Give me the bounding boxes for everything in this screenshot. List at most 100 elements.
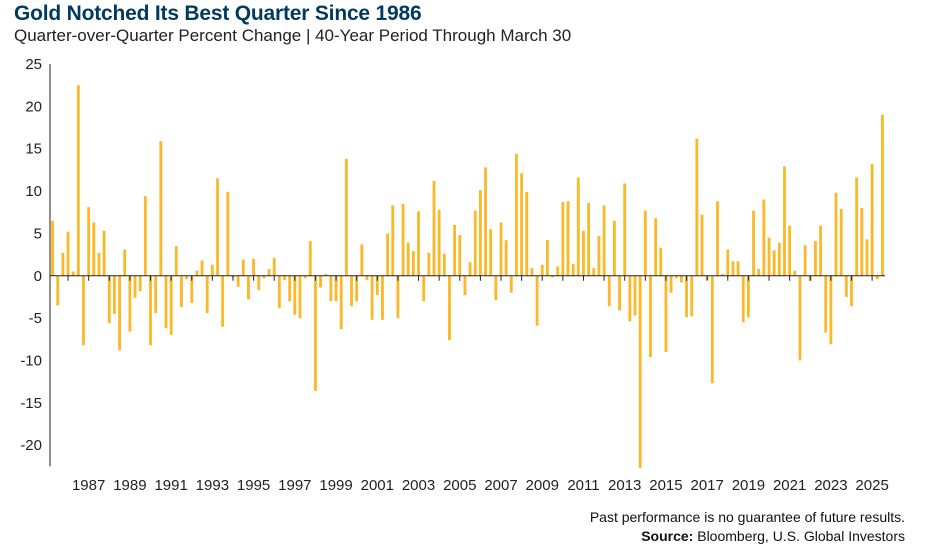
bar-2002-Q1 bbox=[396, 275, 400, 319]
bar-1987-Q1 bbox=[87, 207, 91, 276]
bar-1997-Q2 bbox=[298, 275, 302, 319]
bar-2019-Q4 bbox=[762, 199, 766, 276]
bar-2009-Q2 bbox=[545, 240, 549, 276]
bar-1994-Q3 bbox=[241, 259, 245, 276]
bar-2011-Q4 bbox=[597, 235, 601, 276]
x-tick-label: 2009 bbox=[526, 477, 559, 494]
bar-2014-Q4 bbox=[659, 247, 663, 276]
y-tick-label: 10 bbox=[25, 183, 42, 200]
x-tick-label: 2001 bbox=[361, 477, 394, 494]
bar-1998-Q4 bbox=[329, 275, 333, 302]
bar-2006-Q2 bbox=[484, 167, 487, 276]
bar-2007-Q1 bbox=[499, 222, 503, 276]
bar-2024-Q1 bbox=[850, 275, 853, 307]
x-tick-label: 1997 bbox=[278, 477, 311, 494]
source-note: Source: Bloomberg, U.S. Global Investors bbox=[641, 528, 905, 544]
bar-2018-Q2 bbox=[731, 261, 735, 276]
bar-2013-Q3 bbox=[633, 275, 637, 316]
bar-2013-Q2 bbox=[628, 275, 632, 322]
bar-2020-Q2 bbox=[772, 250, 776, 276]
bar-2021-Q3 bbox=[798, 275, 802, 361]
bar-2025-Q1 bbox=[870, 163, 874, 276]
bar-1987-Q4 bbox=[102, 230, 106, 276]
bar-2023-Q3 bbox=[839, 208, 843, 276]
bar-2023-Q2 bbox=[834, 192, 838, 276]
bar-2005-Q2 bbox=[463, 275, 467, 296]
bar-1999-Q4 bbox=[350, 275, 353, 307]
chart-title: Gold Notched Its Best Quarter Since 1986 bbox=[14, 2, 422, 25]
bar-1986-Q4 bbox=[82, 275, 85, 346]
bar-2011-Q2 bbox=[587, 202, 591, 276]
bar-2012-Q1 bbox=[602, 205, 606, 276]
x-tick-label: 1991 bbox=[154, 477, 187, 494]
bar-1992-Q3 bbox=[200, 260, 204, 276]
bar-2012-Q3 bbox=[612, 220, 616, 276]
x-axis: 1987 1989 1991 1993 1995 1997 1999 2001 2003 2005… bbox=[50, 275, 889, 494]
bar-2008-Q4 bbox=[535, 275, 539, 326]
bar-1995-Q1 bbox=[252, 258, 256, 276]
x-tick-label: 2011 bbox=[567, 477, 599, 494]
bar-2000-Q2 bbox=[360, 244, 364, 276]
y-tick-label: -15 bbox=[20, 395, 42, 412]
bar-2002-Q3 bbox=[406, 242, 410, 276]
bar-2015-Q4 bbox=[679, 275, 683, 283]
bar-2003-Q2 bbox=[422, 275, 426, 302]
bar-2008-Q2 bbox=[525, 191, 529, 276]
bar-2018-Q3 bbox=[736, 261, 740, 276]
bar-2001-Q1 bbox=[375, 275, 379, 296]
bar-1988-Q4 bbox=[123, 249, 127, 276]
bar-1991-Q1 bbox=[169, 275, 173, 336]
bar-1990-Q4 bbox=[164, 275, 168, 329]
x-tick-label: 1995 bbox=[237, 477, 270, 494]
bar-1986-Q1 bbox=[66, 231, 70, 276]
bar-2013-Q1 bbox=[623, 183, 627, 276]
bar-undefined bbox=[881, 114, 884, 276]
bar-2015-Q2 bbox=[669, 275, 673, 293]
bar-1995-Q3 bbox=[262, 275, 266, 279]
bar-2015-Q1 bbox=[664, 275, 668, 352]
bar-1989-Q2 bbox=[133, 275, 137, 298]
bar-2003-Q3 bbox=[427, 252, 431, 276]
bar-1985-Q3 bbox=[56, 275, 60, 306]
bar-2021-Q2 bbox=[793, 270, 797, 276]
x-tick-label: 2025 bbox=[855, 477, 888, 494]
x-tick-label: 1989 bbox=[113, 477, 146, 494]
bar-1994-Q2 bbox=[236, 275, 240, 287]
chart-subtitle: Quarter-over-Quarter Percent Change | 40… bbox=[14, 26, 572, 45]
bar-2000-Q1 bbox=[355, 275, 359, 302]
bar-2005-Q1 bbox=[458, 235, 462, 276]
y-axis: 25 20 15 10 5 0 -5 -10 -15 -20 bbox=[20, 56, 51, 467]
bar-2022-Q2 bbox=[814, 241, 817, 276]
y-tick-label: 25 bbox=[25, 56, 42, 73]
bar-1994-Q4 bbox=[247, 275, 250, 300]
y-tick-label: 20 bbox=[25, 98, 42, 115]
bar-2002-Q4 bbox=[411, 251, 415, 276]
bar-1989-Q3 bbox=[138, 275, 142, 291]
bar-2009-Q3 bbox=[551, 275, 554, 278]
bar-1991-Q2 bbox=[174, 246, 178, 276]
bar-1992-Q4 bbox=[205, 275, 209, 314]
source-label: Source: bbox=[641, 528, 694, 544]
bar-2024-Q3 bbox=[860, 207, 864, 276]
bar-2000-Q3 bbox=[365, 275, 369, 280]
bar-1995-Q4 bbox=[267, 268, 271, 276]
x-tick-label: 2003 bbox=[402, 477, 435, 494]
bar-2003-Q1 bbox=[417, 211, 420, 276]
bar-2004-Q2 bbox=[442, 253, 446, 276]
bar-2006-Q4 bbox=[494, 275, 498, 301]
bar-2016-Q1 bbox=[685, 275, 688, 318]
bar-1990-Q1 bbox=[149, 275, 152, 346]
bar-2016-Q3 bbox=[695, 138, 699, 276]
bar-2010-Q3 bbox=[571, 263, 575, 276]
bar-1993-Q4 bbox=[226, 191, 230, 276]
bar-2014-Q2 bbox=[649, 275, 652, 358]
bar-1989-Q4 bbox=[143, 196, 147, 276]
bar-2023-Q1 bbox=[829, 275, 833, 345]
bar-1990-Q2 bbox=[154, 275, 158, 314]
bar-undefined bbox=[875, 275, 879, 280]
bar-2019-Q2 bbox=[752, 210, 755, 276]
bar-1986-Q3 bbox=[76, 85, 80, 276]
bar-1996-Q4 bbox=[288, 275, 292, 302]
bar-2010-Q1 bbox=[561, 202, 565, 276]
